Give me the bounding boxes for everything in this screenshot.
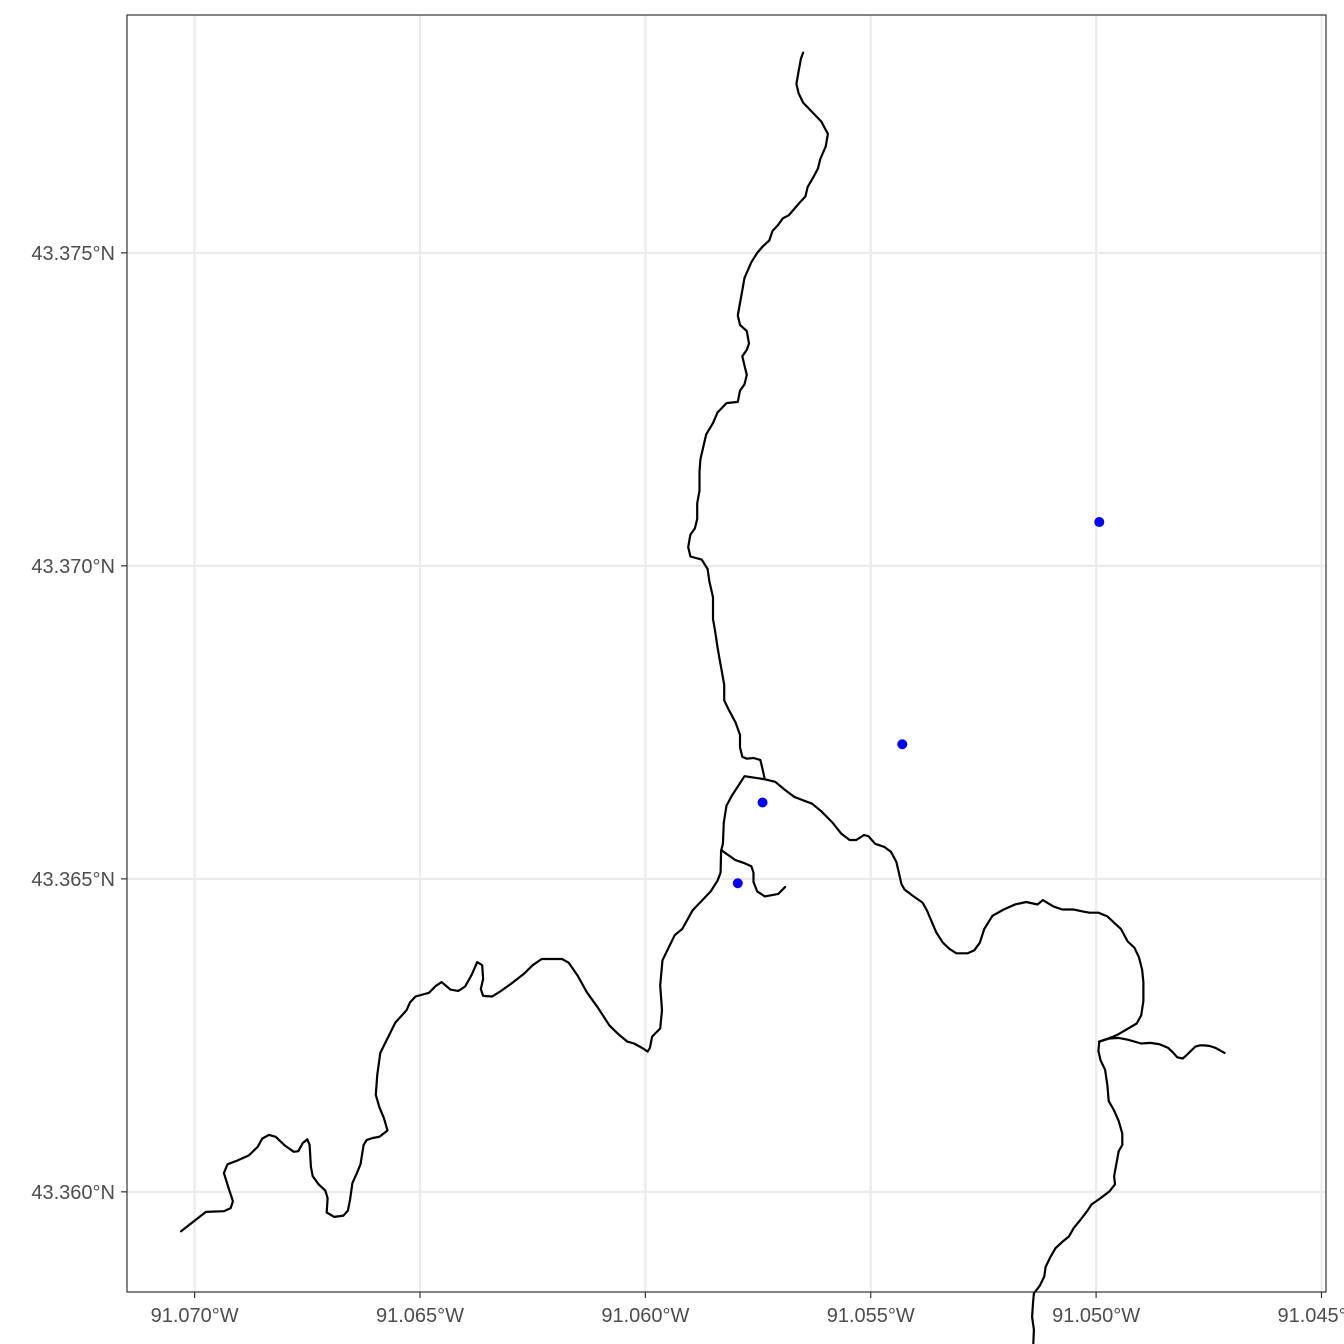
stream-main-channel-upper xyxy=(1030,1040,1124,1344)
stream-east-tributary xyxy=(1098,1036,1226,1060)
x-tick-label-3: 91.055°W xyxy=(827,1305,915,1327)
sample-point-3 xyxy=(732,878,743,889)
x-tick-label-1: 91.065°W xyxy=(376,1305,464,1327)
y-axis: 43.360°N 43.365°N 43.370°N 43.375°N xyxy=(31,243,127,1204)
sample-point-2 xyxy=(757,797,768,808)
plot-background xyxy=(127,15,1326,1292)
sample-points xyxy=(732,517,1105,889)
stream-south-spur xyxy=(720,849,787,898)
x-tick-label-2: 91.060°W xyxy=(601,1305,689,1327)
x-tick-label-4: 91.050°W xyxy=(1052,1305,1140,1327)
sample-point-1 xyxy=(897,739,908,750)
plot-border xyxy=(126,14,1327,1293)
y-tick-label-1: 43.365°N xyxy=(31,869,115,891)
y-tick-label-3: 43.375°N xyxy=(31,243,115,265)
graticule-grid xyxy=(127,15,1326,1292)
stream-lines xyxy=(180,51,1226,1344)
y-tick-label-0: 43.360°N xyxy=(31,1182,115,1204)
stream-west-tributary xyxy=(687,51,830,781)
x-tick-label-0: 91.070°W xyxy=(151,1305,239,1327)
x-axis: 91.070°W 91.065°W 91.060°W 91.055°W 91.050°W… xyxy=(151,1292,1344,1327)
y-tick-label-2: 43.370°N xyxy=(31,556,115,578)
stream-main-channel xyxy=(180,775,1145,1233)
x-tick-label-5: 91.045°W xyxy=(1277,1305,1344,1327)
sample-point-0 xyxy=(1094,517,1105,528)
